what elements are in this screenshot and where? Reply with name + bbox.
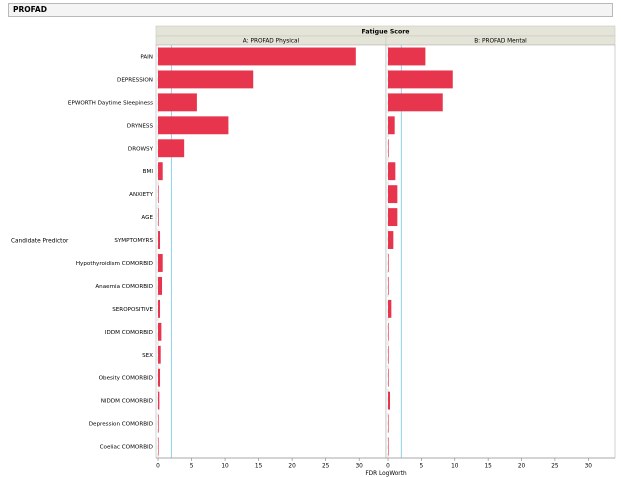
bar[interactable] [388,368,389,387]
bar[interactable] [158,116,229,135]
x-tick-label: 0 [156,464,160,470]
group-header-title: Fatigue Score [362,28,410,35]
bar[interactable] [158,70,254,89]
x-axis-title: FDR LogWorth [365,471,407,477]
bar[interactable] [388,299,392,318]
category-label: AGE [141,215,153,221]
bar[interactable] [388,116,395,135]
bar[interactable] [388,208,398,227]
bar[interactable] [158,276,163,295]
report-outline-header[interactable]: PROFAD [8,3,613,17]
x-tick-label: 10 [221,464,229,470]
category-label: DROWSY [128,146,154,152]
bar[interactable] [388,322,389,341]
bar[interactable] [158,322,162,341]
category-label: DEPRESSION [117,77,153,83]
x-tick-label: 30 [585,464,593,470]
x-tick-label: 15 [255,464,263,470]
panel-header-title: B: PROFAD Mental [474,39,527,45]
category-label: Coeliac COMORBID [100,445,153,451]
x-tick-label: 5 [420,464,424,470]
bar[interactable] [388,93,443,112]
x-tick-label: 20 [518,464,526,470]
bar[interactable] [388,391,391,410]
x-tick-label: 0 [386,464,390,470]
bar[interactable] [158,437,159,456]
category-label: IDDM COMORBID [105,330,153,336]
panel-frame [385,44,616,459]
bar[interactable] [388,231,394,249]
x-tick-label: 25 [551,464,559,470]
bar[interactable] [158,368,161,387]
bar[interactable] [158,254,163,272]
bar[interactable] [158,139,185,158]
category-label: Anaemia COMORBID [95,284,153,290]
x-tick-label: 15 [484,464,492,470]
category-label: SEX [142,353,153,359]
bar[interactable] [158,162,163,181]
bar[interactable] [388,185,398,204]
x-tick-label: 5 [190,464,194,470]
y-axis-title: Candidate Predictor [11,238,69,244]
bar[interactable] [158,231,161,249]
x-tick-label: 10 [451,464,459,470]
category-label: BMI [143,169,154,175]
category-label: EPWORTH Daytime Sleepiness [68,100,153,106]
category-label: DRYNESS [127,123,154,129]
bar[interactable] [388,437,389,456]
bar[interactable] [388,47,426,66]
bar[interactable] [388,139,389,158]
category-label: Obesity COMORBID [99,376,153,382]
category-label: Hypothyroidism COMORBID [76,261,153,267]
bar[interactable] [158,345,161,364]
bar[interactable] [158,414,159,433]
category-label: SYMPTOMYRS [114,238,153,244]
x-tick-label: 20 [288,464,296,470]
bar[interactable] [158,208,159,227]
category-label: SEROPOSITIVE [112,307,153,313]
category-label: Depression COMORBID [89,422,153,428]
panel-header-title: A: PROFAD Physical [243,39,300,45]
bar[interactable] [158,391,160,410]
bar[interactable] [158,93,197,112]
bar[interactable] [388,254,389,272]
category-label: NIDDM COMORBID [101,399,153,405]
bar[interactable] [388,70,453,89]
bar[interactable] [388,162,396,181]
bar[interactable] [158,47,356,66]
bar[interactable] [158,299,161,318]
report-title: PROFAD [13,5,47,14]
x-tick-label: 30 [355,464,363,470]
bar[interactable] [388,414,389,433]
category-label: ANXIETY [129,192,153,198]
bar[interactable] [158,185,159,204]
category-label: PAIN [140,54,153,60]
bar[interactable] [388,345,389,364]
bar[interactable] [388,276,389,295]
x-tick-label: 25 [322,464,330,470]
